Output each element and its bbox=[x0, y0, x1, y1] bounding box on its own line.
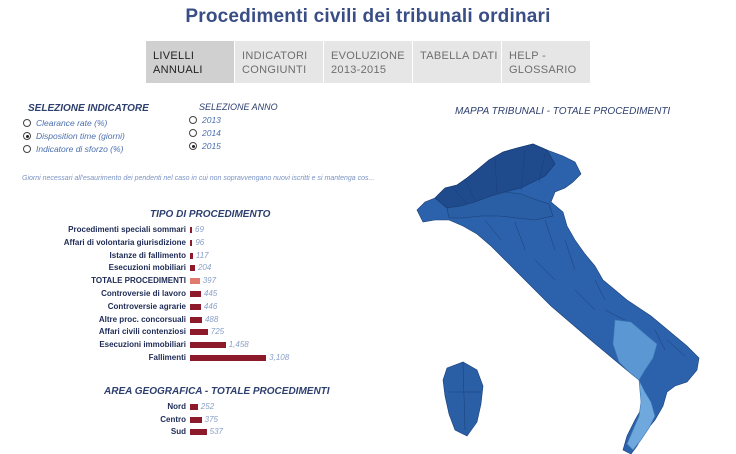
tab-label-line1: EVOLUZIONE bbox=[331, 50, 405, 62]
bar-label: Esecuzioni immobiliari bbox=[99, 340, 186, 350]
indicator-option[interactable]: Disposition time (giorni) bbox=[23, 130, 125, 142]
bar[interactable] bbox=[190, 342, 226, 349]
bar-value: 252 bbox=[200, 402, 215, 411]
bar[interactable] bbox=[190, 303, 201, 310]
map-sardinia-borders bbox=[449, 361, 481, 431]
bar-label: TOTALE PROCEDIMENTI bbox=[91, 276, 186, 286]
tab-label-line1: HELP - bbox=[509, 50, 547, 62]
tab-3[interactable]: TABELLA DATI bbox=[413, 41, 501, 83]
bar-value: 725 bbox=[210, 327, 225, 337]
bar[interactable] bbox=[190, 429, 207, 435]
bar-value: 397 bbox=[202, 276, 217, 286]
bar-value: 488 bbox=[204, 314, 219, 324]
bar-label: Nord bbox=[167, 402, 186, 411]
tab-label-line1: LIVELLI bbox=[153, 50, 195, 62]
bar-label: Controversie agrarie bbox=[107, 301, 186, 311]
year-option-label: 2015 bbox=[202, 141, 221, 151]
bar-label: Fallimenti bbox=[148, 353, 186, 362]
bar-value: 117 bbox=[195, 250, 209, 260]
bar-label: Procedimenti speciali sommari bbox=[68, 225, 186, 234]
chart-title: AREA GEOGRAFICA - TOTALE PROCEDIMENTI bbox=[104, 386, 330, 397]
bar-label: Centro bbox=[160, 414, 186, 424]
tab-2[interactable]: EVOLUZIONE 2013-2015 bbox=[324, 41, 412, 83]
map-sardinia[interactable] bbox=[442, 361, 484, 437]
bar-value: 375 bbox=[204, 414, 218, 424]
bar[interactable] bbox=[190, 278, 200, 285]
bar-label: Affari di volontaria giurisdizione bbox=[63, 237, 186, 247]
tab-label-line1: INDICATORI bbox=[242, 50, 308, 62]
radio-button[interactable] bbox=[189, 129, 197, 137]
bar[interactable] bbox=[190, 416, 202, 423]
bar-label: Esecuzioni mobiliari bbox=[108, 263, 186, 273]
map-borders bbox=[454, 149, 686, 357]
tab-label-line2: ANNUALI bbox=[153, 64, 203, 76]
tab-label-line2: 2013-2015 bbox=[331, 64, 387, 76]
bar[interactable] bbox=[190, 252, 193, 259]
tab-0[interactable]: LIVELLI ANNUALI bbox=[146, 41, 234, 83]
tab-1[interactable]: INDICATORI CONGIUNTI bbox=[235, 41, 323, 83]
map-region-emilia[interactable] bbox=[446, 191, 554, 221]
bar-value: 537 bbox=[209, 427, 223, 436]
tab-label-line2: CONGIUNTI bbox=[242, 64, 307, 76]
bar-value: 445 bbox=[203, 289, 218, 298]
tab-label-line1: TABELLA DATI bbox=[420, 50, 498, 62]
page-title: Procedimenti civili dei tribunali ordina… bbox=[185, 6, 551, 27]
bar-value: 204 bbox=[197, 263, 212, 273]
year-option[interactable]: 2014 bbox=[189, 127, 221, 139]
bar[interactable] bbox=[190, 355, 267, 361]
indicator-option-label: Indicatore di sforzo (%) bbox=[36, 144, 124, 154]
radio-button[interactable] bbox=[23, 119, 31, 127]
indicator-option-label: Disposition time (giorni) bbox=[36, 131, 125, 141]
bar-value: 1,458 bbox=[228, 340, 249, 350]
bar[interactable] bbox=[190, 316, 202, 323]
bar[interactable] bbox=[190, 239, 193, 246]
year-option-label: 2014 bbox=[202, 128, 221, 138]
tab-label-line2: GLOSSARIO bbox=[509, 64, 577, 76]
indicator-heading: SELEZIONE INDICATORE bbox=[28, 103, 149, 114]
year-option[interactable]: 2013 bbox=[189, 114, 221, 126]
italy-map[interactable] bbox=[405, 130, 736, 454]
bar-value: 3,108 bbox=[269, 353, 290, 362]
bar-label: Sud bbox=[170, 427, 186, 436]
indicator-description: Giorni necessari all'esaurimento dei pen… bbox=[22, 175, 375, 182]
map-region-south-light[interactable] bbox=[612, 319, 658, 381]
bar[interactable] bbox=[190, 329, 208, 336]
bar-value: 96 bbox=[195, 237, 205, 247]
bar[interactable] bbox=[190, 265, 195, 272]
indicator-option[interactable]: Indicatore di sforzo (%) bbox=[23, 143, 123, 155]
tab-4[interactable]: HELP - GLOSSARIO bbox=[502, 41, 590, 83]
year-option[interactable]: 2015 bbox=[189, 140, 221, 152]
bar-label: Istanze di fallimento bbox=[109, 250, 186, 260]
bar-label: Affari civili contenziosi bbox=[98, 327, 186, 337]
chart-title: TIPO DI PROCEDIMENTO bbox=[150, 209, 271, 220]
bar[interactable] bbox=[190, 404, 198, 410]
indicator-option[interactable]: Clearance rate (%) bbox=[23, 117, 107, 129]
year-option-label: 2013 bbox=[202, 115, 221, 125]
radio-button[interactable] bbox=[23, 145, 31, 153]
radio-button[interactable] bbox=[189, 142, 197, 150]
map-region-calabria[interactable] bbox=[626, 379, 656, 451]
indicator-option-label: Clearance rate (%) bbox=[36, 118, 108, 128]
bar-value: 69 bbox=[195, 225, 204, 234]
radio-button[interactable] bbox=[23, 132, 31, 140]
radio-button[interactable] bbox=[189, 116, 197, 124]
bar[interactable] bbox=[190, 227, 192, 233]
bar-label: Altre proc. concorsuali bbox=[98, 314, 186, 324]
bar[interactable] bbox=[190, 291, 201, 297]
map-title: MAPPA TRIBUNALI - TOTALE PROCEDIMENTI bbox=[455, 106, 671, 117]
bar-label: Controversie di lavoro bbox=[101, 289, 186, 298]
year-heading: SELEZIONE ANNO bbox=[199, 102, 278, 112]
bar-value: 446 bbox=[203, 301, 218, 311]
